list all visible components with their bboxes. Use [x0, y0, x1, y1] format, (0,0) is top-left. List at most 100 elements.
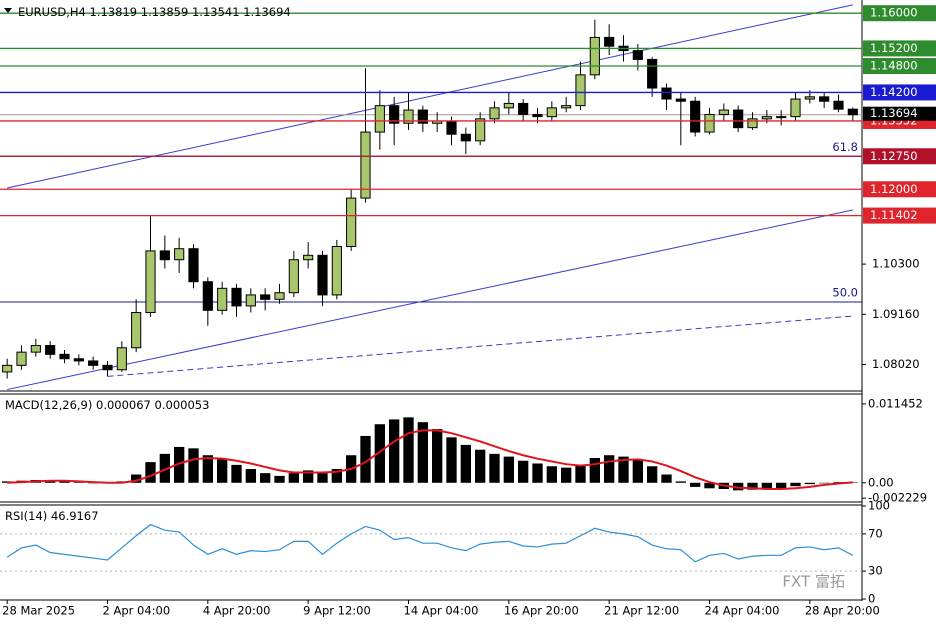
macd-bar: [131, 474, 142, 483]
macd-bar: [690, 482, 701, 487]
macd-header: MACD(12,26,9) 0.000067 0.000053: [5, 398, 209, 412]
macd-bar: [604, 455, 615, 483]
candle-body: [331, 246, 342, 296]
candle-body: [561, 105, 572, 109]
macd-bar: [489, 453, 500, 483]
macd-bar: [475, 449, 486, 483]
y-tick-label: -0.002229: [868, 491, 927, 505]
candle-body: [518, 102, 529, 115]
trendline: [7, 209, 853, 391]
candle-body: [403, 109, 414, 124]
level-tag: [863, 58, 936, 75]
macd-bar: [632, 459, 643, 483]
menu-arrow[interactable]: [4, 8, 12, 13]
candle-body: [532, 113, 543, 118]
macd-bar: [245, 469, 256, 483]
candle-body: [274, 292, 285, 300]
macd-bar: [274, 475, 285, 483]
macd-bar: [460, 444, 471, 483]
candle-body: [647, 58, 658, 89]
symbol: EURUSD,H4: [18, 5, 86, 19]
y-tick-label: 70: [868, 526, 883, 540]
macd-bar: [374, 424, 385, 483]
time-label: 4 Apr 20:00: [203, 604, 271, 618]
y-tick-label: 0.011452: [868, 396, 923, 410]
candle-body: [260, 294, 271, 300]
level-label: 1.15200: [870, 41, 918, 55]
candle-body: [303, 254, 314, 261]
level-label: 1.11402: [870, 208, 918, 222]
candle-body: [217, 287, 228, 311]
candle-body: [661, 87, 672, 100]
candle-body: [489, 107, 500, 120]
macd-bar: [202, 455, 213, 483]
macd-bar: [260, 473, 271, 483]
candle-body: [45, 345, 56, 355]
macd-bar: [174, 446, 185, 483]
y-tick-label: 30: [868, 564, 883, 578]
candle-body: [546, 107, 557, 118]
macd-bar: [561, 467, 572, 483]
signal-line: [7, 429, 853, 490]
macd-bar: [231, 464, 242, 483]
candle-body: [690, 100, 701, 133]
candle-body: [776, 116, 787, 119]
macd-bar: [417, 422, 428, 483]
level-label: 1.14200: [870, 85, 918, 99]
macd-bar: [446, 437, 457, 483]
candle-body: [675, 98, 686, 102]
macd-bar: [776, 482, 787, 489]
time-label: 9 Apr 12:00: [303, 604, 371, 618]
level-tag: [863, 84, 936, 101]
candle-body: [202, 281, 213, 311]
y-tick-label: 0: [868, 592, 875, 606]
candle-body: [575, 74, 586, 107]
candle-body: [589, 36, 600, 76]
candle-body: [632, 50, 643, 60]
level-tag: [863, 181, 936, 198]
indicator-name: MACD(12,26,9): [5, 398, 92, 412]
fib-label: 61.8: [832, 140, 858, 154]
macd-bar: [819, 482, 830, 484]
close-value: 1.13694: [243, 5, 291, 19]
candle-body: [245, 294, 256, 307]
current-price-label: 1.13694: [870, 106, 918, 120]
candle-body: [747, 118, 758, 129]
current-price-tag: [863, 106, 936, 121]
y-tick-label: 1.09160: [872, 307, 920, 321]
macd-bar: [503, 456, 514, 483]
macd-bar: [403, 417, 414, 483]
macd-bar: [589, 457, 600, 483]
level-label: 1.16000: [870, 6, 918, 20]
macd-bar: [331, 469, 342, 483]
candle-body: [475, 118, 486, 142]
macd-bar: [575, 464, 586, 483]
candle-body: [460, 133, 471, 142]
time-label: 24 Apr 04:00: [705, 604, 780, 618]
macd-bar: [761, 482, 772, 490]
macd-bar: [618, 456, 629, 483]
time-label: 14 Apr 04:00: [404, 604, 479, 618]
watermark: FXT 富拓: [782, 573, 845, 591]
open-value: 1.13819: [90, 5, 138, 19]
macd-bar: [360, 435, 371, 483]
macd-bar: [647, 466, 658, 483]
y-tick-label: 0.00: [868, 475, 894, 489]
candle-body: [733, 109, 744, 129]
level-tag: [863, 148, 936, 165]
candle-body: [159, 250, 170, 261]
macd-bar: [704, 482, 715, 489]
macd-bar: [145, 462, 156, 483]
macd-bar: [45, 480, 56, 483]
candle-body: [833, 100, 844, 110]
candle-body: [73, 358, 84, 362]
candle-body: [30, 345, 41, 353]
candle-body: [704, 113, 715, 133]
time-label: 2 Apr 04:00: [103, 604, 171, 618]
trendline: [7, 4, 853, 189]
candle-body: [718, 109, 729, 115]
symbol-header: EURUSD,H4 1.13819 1.13859 1.13541 1.1369…: [18, 5, 291, 19]
time-label: 16 Apr 20:00: [504, 604, 579, 618]
macd-bar: [804, 482, 815, 485]
